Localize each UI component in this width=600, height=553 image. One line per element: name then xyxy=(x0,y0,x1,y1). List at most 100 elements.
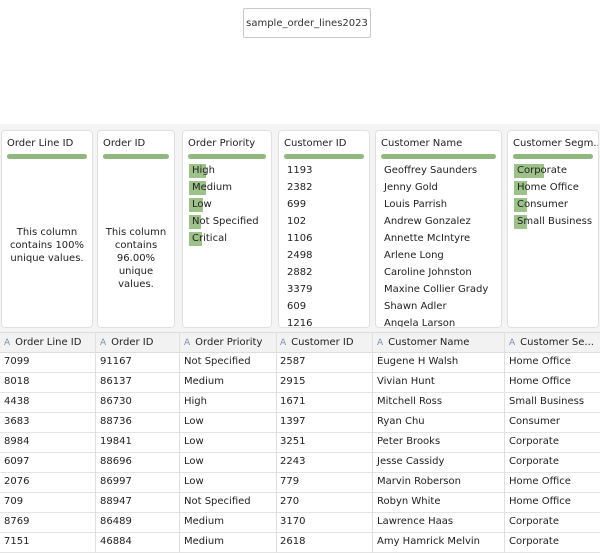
table-cell: Home Office xyxy=(509,496,571,507)
profile-value[interactable]: Consumer xyxy=(517,199,568,210)
profile-value[interactable]: Jenny Gold xyxy=(384,182,438,193)
profile-card[interactable]: Customer Name Geoffrey Saunders Jenny Gold… xyxy=(375,130,502,328)
profile-value[interactable]: Home Office xyxy=(517,182,579,193)
column-header[interactable]: A Customer Se... xyxy=(509,333,594,352)
table-cell: 270 xyxy=(280,496,300,507)
profile-value[interactable]: Arlene Long xyxy=(384,250,444,261)
table-cell: 7151 xyxy=(4,536,30,547)
column-header[interactable]: A Customer ID xyxy=(280,333,354,352)
profile-value[interactable]: 2498 xyxy=(287,250,313,261)
table-cell: 8018 xyxy=(4,376,30,387)
profile-value[interactable]: 1193 xyxy=(287,165,313,176)
frequency-bar xyxy=(514,215,527,229)
column-name: Order Priority xyxy=(195,337,263,348)
profile-card[interactable]: Order ID This column contains 96.00% uniq… xyxy=(97,130,175,328)
table-cell: Eugene H Walsh xyxy=(377,356,459,367)
column-name: Customer ID xyxy=(291,337,354,348)
table-cell: Home Office xyxy=(509,476,571,487)
profile-value[interactable]: 2882 xyxy=(287,267,313,278)
type-icon: A xyxy=(4,338,11,348)
column-header[interactable]: A Order Line ID xyxy=(4,333,81,352)
profile-value[interactable]: Andrew Gonzalez xyxy=(384,216,471,227)
table-cell: Low xyxy=(184,456,204,467)
frequency-bar xyxy=(189,232,202,246)
table-row: 8018 86137 Medium 2915 Vivian Hunt Home Offic… xyxy=(0,372,600,393)
quality-bar xyxy=(381,154,496,159)
table-cell: Home Office xyxy=(509,376,571,387)
table-cell: 8769 xyxy=(4,516,30,527)
quality-bar xyxy=(284,154,364,159)
table-cell: 709 xyxy=(4,496,24,507)
profile-value[interactable]: Low xyxy=(192,199,212,210)
table-cell: 3251 xyxy=(280,436,306,447)
profile-card[interactable]: Order Line ID This column contains 100% u… xyxy=(1,130,93,328)
profile-value[interactable]: 3379 xyxy=(287,284,313,295)
column-name: Order Line ID xyxy=(15,337,82,348)
table-cell: 88696 xyxy=(100,456,132,467)
profile-note: This column contains 100% unique values. xyxy=(9,227,85,264)
profile-card[interactable]: Order Priority High Medium Low Not Specified… xyxy=(182,130,272,328)
column-name: Customer Name xyxy=(388,337,470,348)
column-header[interactable]: A Order Priority xyxy=(184,333,262,352)
profile-card[interactable]: Customer ID 1193 2382 699 102 1106 2498 2882 337… xyxy=(278,130,370,328)
profile-value[interactable]: Not Specified xyxy=(192,216,259,227)
profile-value[interactable]: Corporate xyxy=(517,165,567,176)
column-divider xyxy=(504,332,505,553)
type-icon: A xyxy=(509,338,516,348)
column-name: Order ID xyxy=(111,337,154,348)
profile-value[interactable]: Geoffrey Saunders xyxy=(384,165,478,176)
profile-value[interactable]: 609 xyxy=(287,301,307,312)
profile-value[interactable]: 1216 xyxy=(287,318,313,328)
frequency-bar xyxy=(189,215,201,229)
table-cell: 88736 xyxy=(100,416,132,427)
frequency-bar xyxy=(189,164,206,178)
profile-value[interactable]: Angela Larson xyxy=(384,318,456,328)
table-cell: Consumer xyxy=(509,416,560,427)
table-cell: 86730 xyxy=(100,396,132,407)
table-cell: Corporate xyxy=(509,456,559,467)
table-row: 6097 88696 Low 2243 Jesse Cassidy Corporate xyxy=(0,452,600,473)
profile-header: Order Line ID xyxy=(7,138,74,149)
profile-value[interactable]: Louis Parrish xyxy=(384,199,448,210)
table-cell: Ryan Chu xyxy=(377,416,425,427)
profile-value[interactable]: Shawn Adler xyxy=(384,301,447,312)
table-cell: Small Business xyxy=(509,396,585,407)
profile-value[interactable]: Critical xyxy=(192,233,227,244)
table-cell: 46884 xyxy=(100,536,132,547)
profile-value[interactable]: Caroline Johnston xyxy=(384,267,472,278)
column-divider xyxy=(95,332,96,553)
table-cell: Low xyxy=(184,476,204,487)
profile-value[interactable]: Medium xyxy=(192,182,232,193)
table-cell: High xyxy=(184,396,207,407)
table-cell: Robyn White xyxy=(377,496,441,507)
profile-value[interactable]: Maxine Collier Grady xyxy=(384,284,489,295)
type-icon: A xyxy=(377,338,384,348)
table-cell: 3683 xyxy=(4,416,30,427)
profile-header: Order ID xyxy=(103,138,146,149)
column-name: Customer Se... xyxy=(520,337,594,348)
profile-value[interactable]: High xyxy=(192,165,215,176)
table-cell: Not Specified xyxy=(184,356,251,367)
table-row: 3683 88736 Low 1397 Ryan Chu Consumer xyxy=(0,412,600,433)
table-cell: 19841 xyxy=(100,436,132,447)
table-cell: 2076 xyxy=(4,476,30,487)
frequency-bar xyxy=(514,198,527,212)
profile-value[interactable]: Annette McIntyre xyxy=(384,233,471,244)
column-profiles: Order Line ID This column contains 100% u… xyxy=(0,124,600,332)
profile-value[interactable]: 2382 xyxy=(287,182,313,193)
profile-value[interactable]: 699 xyxy=(287,199,307,210)
table-cell: 86489 xyxy=(100,516,132,527)
profile-card[interactable]: Customer Segm... Corporate Home Office Cons… xyxy=(507,130,599,328)
profile-value[interactable]: Small Business xyxy=(517,216,593,227)
frequency-bar xyxy=(189,181,206,195)
table-cell: Medium xyxy=(184,536,224,547)
quality-bar xyxy=(7,154,87,159)
dataset-title[interactable]: sample_order_lines2023 xyxy=(243,8,371,38)
profile-value[interactable]: 102 xyxy=(287,216,307,227)
column-header[interactable]: A Customer Name xyxy=(377,333,469,352)
column-header[interactable]: A Order ID xyxy=(100,333,153,352)
table-cell: 86137 xyxy=(100,376,132,387)
table-cell: 4438 xyxy=(4,396,30,407)
profile-value[interactable]: 1106 xyxy=(287,233,313,244)
table-cell: Home Office xyxy=(509,356,571,367)
